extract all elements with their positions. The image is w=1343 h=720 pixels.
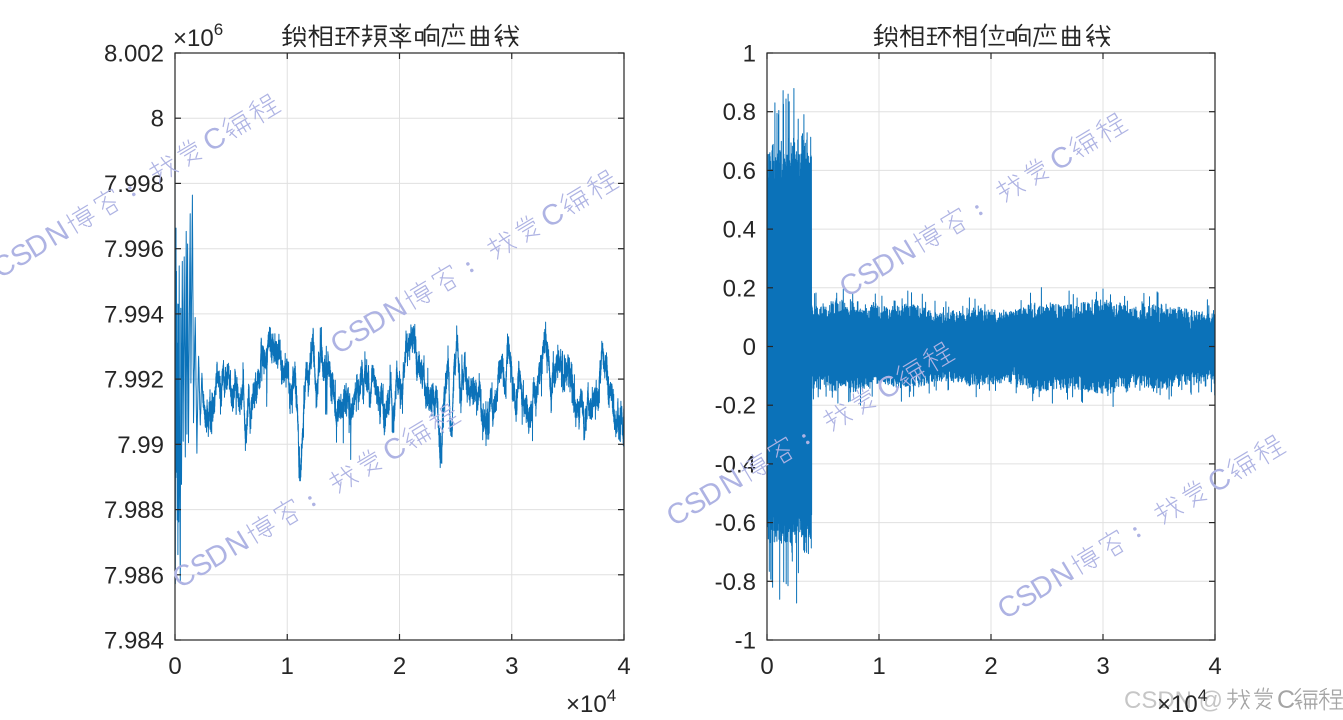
svg-text:1: 1 <box>743 41 756 68</box>
svg-text:0.2: 0.2 <box>723 275 756 302</box>
svg-text:0: 0 <box>168 653 181 680</box>
svg-text:7.99: 7.99 <box>117 432 164 459</box>
svg-text:8: 8 <box>151 106 164 133</box>
svg-text:-0.6: -0.6 <box>715 510 756 537</box>
svg-text:7.992: 7.992 <box>104 367 164 394</box>
svg-text:2: 2 <box>984 653 997 680</box>
svg-text:8.002: 8.002 <box>104 41 164 68</box>
svg-text:-0.8: -0.8 <box>715 569 756 596</box>
svg-text:C: C <box>1277 686 1295 714</box>
svg-text:7.986: 7.986 <box>104 562 164 589</box>
svg-text:4: 4 <box>1208 653 1221 680</box>
svg-text:0: 0 <box>743 334 756 361</box>
svg-text:-0.4: -0.4 <box>715 451 756 478</box>
svg-text:-0.2: -0.2 <box>715 393 756 420</box>
svg-text:0.4: 0.4 <box>723 217 756 244</box>
svg-text:3: 3 <box>505 653 518 680</box>
svg-text:0: 0 <box>760 653 773 680</box>
svg-text:4: 4 <box>617 653 630 680</box>
svg-text:1: 1 <box>281 653 294 680</box>
svg-text:7.988: 7.988 <box>104 497 164 524</box>
svg-text:0.8: 0.8 <box>723 99 756 126</box>
svg-text:CSDN @: CSDN @ <box>1124 687 1223 714</box>
svg-text:2: 2 <box>393 653 406 680</box>
svg-text:3: 3 <box>1096 653 1109 680</box>
svg-text:0.6: 0.6 <box>723 158 756 185</box>
svg-text:7.994: 7.994 <box>104 301 164 328</box>
svg-text:7.996: 7.996 <box>104 236 164 263</box>
svg-text:7.984: 7.984 <box>104 628 164 655</box>
svg-text:1: 1 <box>872 653 885 680</box>
svg-text:-1: -1 <box>735 628 756 655</box>
